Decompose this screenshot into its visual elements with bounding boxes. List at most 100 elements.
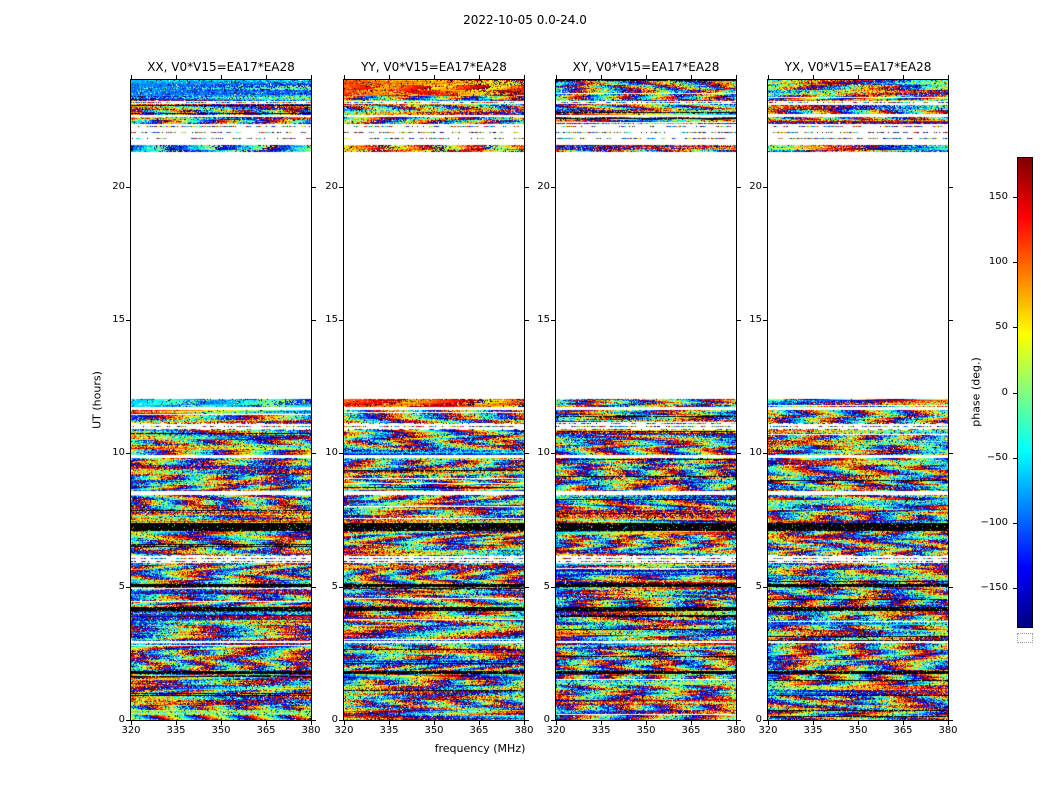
colorbar-tick-mark <box>1013 522 1017 524</box>
xtick-mark <box>858 721 859 725</box>
ytick-mark <box>312 186 316 188</box>
xtick-mark <box>389 721 390 725</box>
ytick-mark <box>763 586 767 588</box>
colorbar-tick-label--50: −50 <box>986 451 1008 463</box>
ytick-label-yy-10: 10 <box>325 447 338 459</box>
heatmap-canvas-yy <box>344 80 524 720</box>
ytick-mark <box>126 186 130 188</box>
ytick-label-yy-20: 20 <box>325 180 338 192</box>
y-axis-label: UT (hours) <box>90 371 104 429</box>
ytick-mark <box>339 720 343 721</box>
ytick-label-xy-15: 15 <box>537 314 550 325</box>
colorbar <box>1017 157 1033 628</box>
ytick-mark <box>763 453 767 455</box>
xtick-mark <box>556 721 557 725</box>
xtick-mark <box>524 721 525 725</box>
colorbar-tick-mark <box>1013 587 1017 589</box>
ytick-mark <box>525 586 529 588</box>
ytick-mark <box>525 720 529 721</box>
xtick-mark <box>266 75 267 79</box>
ytick-label-xx-20: 20 <box>112 180 125 192</box>
ytick-mark <box>339 453 343 455</box>
colorbar-tick-label--150: −150 <box>980 581 1008 593</box>
xtick-mark <box>344 721 345 725</box>
xtick-label-yy-365: 365 <box>469 725 489 736</box>
ytick-mark <box>525 186 529 188</box>
ytick-mark <box>525 320 529 321</box>
ytick-mark <box>763 186 767 188</box>
ytick-mark <box>126 453 130 455</box>
heatmap-panel-xx <box>130 79 312 721</box>
ytick-mark <box>551 186 555 188</box>
colorbar-tick-label-150: 150 <box>988 191 1008 203</box>
xtick-mark <box>736 75 737 79</box>
ytick-mark <box>312 720 316 721</box>
heatmap-canvas-xx <box>131 80 311 720</box>
xtick-label-yx-335: 335 <box>803 725 823 736</box>
xtick-label-xx-380: 380 <box>301 725 321 736</box>
ytick-label-xx-10: 10 <box>112 447 125 459</box>
x-axis-label: frequency (MHz) <box>434 742 526 755</box>
xtick-mark <box>434 75 435 79</box>
ytick-label-yx-20: 20 <box>749 180 762 192</box>
xtick-mark <box>903 75 904 79</box>
xtick-mark <box>736 721 737 725</box>
xtick-label-xy-365: 365 <box>681 725 701 736</box>
xtick-mark <box>311 75 312 79</box>
ytick-mark <box>551 453 555 455</box>
ytick-mark <box>737 720 741 721</box>
heatmap-panel-xy <box>555 79 737 721</box>
ytick-label-xx-15: 15 <box>112 314 125 325</box>
xtick-mark <box>479 75 480 79</box>
ytick-mark <box>525 453 529 455</box>
ytick-label-xy-0: 0 <box>543 714 550 725</box>
xtick-mark <box>131 721 132 725</box>
xtick-mark <box>389 75 390 79</box>
panel-title-xy: XY, V0*V15=EA17*EA28 <box>572 60 720 74</box>
ytick-mark <box>339 586 343 588</box>
xtick-label-yx-320: 320 <box>758 725 778 736</box>
panel-title-yx: YX, V0*V15=EA17*EA28 <box>784 60 932 74</box>
ytick-label-xx-5: 5 <box>118 580 125 592</box>
colorbar-tick-label-0: 0 <box>1001 386 1008 398</box>
panel-title-xx: XX, V0*V15=EA17*EA28 <box>147 60 295 74</box>
colorbar-tick-label-50: 50 <box>995 321 1008 333</box>
ytick-mark <box>737 586 741 588</box>
heatmap-panel-yy <box>343 79 525 721</box>
xtick-mark <box>691 721 692 725</box>
ytick-label-xy-10: 10 <box>537 447 550 459</box>
ytick-mark <box>949 720 953 721</box>
xtick-mark <box>479 721 480 725</box>
xtick-mark <box>434 721 435 725</box>
xtick-mark <box>176 75 177 79</box>
ytick-mark <box>949 320 953 321</box>
xtick-mark <box>221 721 222 725</box>
figure-title: 2022-10-05 0.0-24.0 <box>463 13 587 27</box>
ytick-mark <box>551 720 555 721</box>
xtick-mark <box>768 75 769 79</box>
colorbar-tick-mark <box>1013 457 1017 459</box>
ytick-label-yx-0: 0 <box>755 714 762 725</box>
colorbar-tick-mark <box>1013 392 1017 394</box>
colorbar-tick-label--100: −100 <box>980 516 1008 528</box>
xtick-mark <box>221 75 222 79</box>
xtick-mark <box>524 75 525 79</box>
xtick-label-xx-335: 335 <box>166 725 186 736</box>
xtick-label-yx-365: 365 <box>893 725 913 736</box>
ytick-label-yx-15: 15 <box>749 314 762 325</box>
ytick-mark <box>949 586 953 588</box>
xtick-label-xy-350: 350 <box>636 725 656 736</box>
xtick-mark <box>691 75 692 79</box>
xtick-mark <box>646 75 647 79</box>
colorbar-tick-mark <box>1013 262 1017 264</box>
ytick-mark <box>126 586 130 588</box>
xtick-mark <box>601 721 602 725</box>
ytick-mark <box>126 320 130 321</box>
colorbar-canvas <box>1018 158 1032 627</box>
xtick-mark <box>813 75 814 79</box>
xtick-mark <box>646 721 647 725</box>
xtick-mark <box>344 75 345 79</box>
xtick-mark <box>948 75 949 79</box>
colorbar-tick-label-100: 100 <box>988 256 1008 268</box>
ytick-label-yx-10: 10 <box>749 447 762 459</box>
